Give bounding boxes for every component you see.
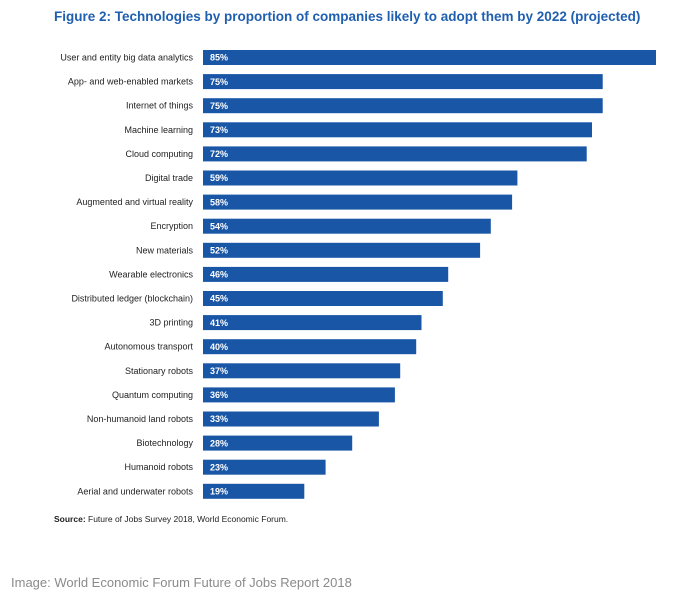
bar-value-label: 37% bbox=[210, 366, 228, 376]
source-label: Source: bbox=[54, 514, 86, 524]
category-label: Wearable electronics bbox=[109, 269, 193, 279]
bar bbox=[203, 483, 305, 499]
bar-value-label: 52% bbox=[210, 246, 228, 256]
bar bbox=[203, 218, 491, 234]
category-label: App- and web-enabled markets bbox=[68, 77, 194, 87]
bar bbox=[203, 98, 603, 114]
bar bbox=[203, 411, 379, 427]
bar bbox=[203, 170, 518, 186]
bar bbox=[203, 387, 395, 403]
category-label: Distributed ledger (blockchain) bbox=[71, 294, 193, 304]
chart-title: Figure 2: Technologies by proportion of … bbox=[54, 9, 641, 24]
source-note: Source: Future of Jobs Survey 2018, Worl… bbox=[54, 514, 288, 524]
bar-value-label: 19% bbox=[210, 487, 228, 497]
category-label: Quantum computing bbox=[112, 390, 193, 400]
bar bbox=[203, 242, 481, 258]
bar-chart: User and entity big data analytics 85% App… bbox=[60, 50, 656, 499]
category-label: 3D printing bbox=[149, 318, 193, 328]
bar-value-label: 72% bbox=[210, 149, 228, 159]
bar bbox=[203, 146, 587, 162]
category-label: Humanoid robots bbox=[124, 462, 193, 472]
bar-value-label: 46% bbox=[210, 270, 228, 280]
bar bbox=[203, 122, 592, 138]
bar bbox=[203, 194, 513, 210]
category-label: Biotechnology bbox=[136, 438, 193, 448]
bar-value-label: 73% bbox=[210, 125, 228, 135]
bar-value-label: 59% bbox=[210, 173, 228, 183]
bar-value-label: 36% bbox=[210, 390, 228, 400]
category-label: Autonomous transport bbox=[104, 342, 193, 352]
category-label: Augmented and virtual reality bbox=[76, 197, 193, 207]
bar-value-label: 40% bbox=[210, 342, 228, 352]
bar bbox=[203, 315, 422, 331]
bar bbox=[203, 339, 417, 355]
category-label: Aerial and underwater robots bbox=[77, 486, 193, 496]
category-label: Stationary robots bbox=[125, 366, 194, 376]
image-credit: Image: World Economic Forum Future of Jo… bbox=[11, 575, 352, 590]
bar bbox=[203, 74, 603, 90]
bar bbox=[203, 435, 353, 451]
category-label: Non-humanoid land robots bbox=[87, 414, 194, 424]
bar bbox=[203, 50, 656, 65]
category-label: New materials bbox=[136, 245, 194, 255]
bar bbox=[203, 291, 443, 306]
bar-value-label: 85% bbox=[210, 53, 228, 63]
category-label: Encryption bbox=[150, 221, 193, 231]
bar-value-label: 33% bbox=[210, 414, 228, 424]
bar-value-label: 45% bbox=[210, 294, 228, 304]
bar-value-label: 54% bbox=[210, 221, 228, 231]
bar-value-label: 28% bbox=[210, 438, 228, 448]
bar-value-label: 23% bbox=[210, 462, 228, 472]
bar-value-label: 41% bbox=[210, 318, 228, 328]
category-label: Cloud computing bbox=[125, 149, 193, 159]
bar bbox=[203, 266, 449, 282]
category-label: User and entity big data analytics bbox=[60, 53, 193, 63]
bar-value-label: 75% bbox=[210, 101, 228, 111]
bar bbox=[203, 363, 401, 379]
bar bbox=[203, 459, 326, 475]
source-text: Future of Jobs Survey 2018, World Econom… bbox=[85, 514, 289, 524]
category-label: Internet of things bbox=[126, 101, 194, 111]
category-label: Machine learning bbox=[124, 125, 193, 135]
bar-value-label: 58% bbox=[210, 197, 228, 207]
category-label: Digital trade bbox=[145, 173, 193, 183]
bar-value-label: 75% bbox=[210, 77, 228, 87]
